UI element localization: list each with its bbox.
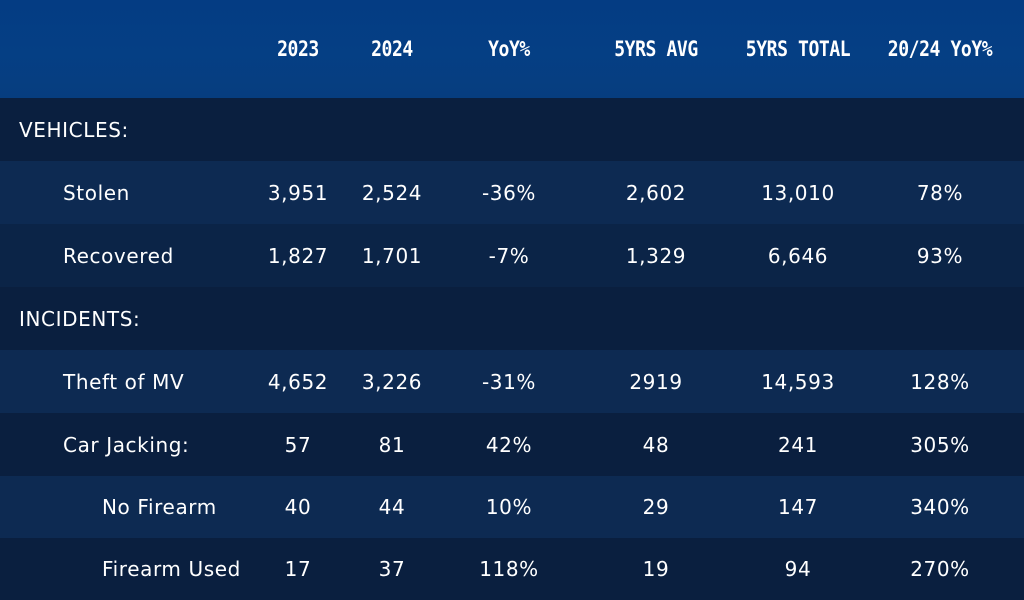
- table-header-row: 2023 2024 YoY% 5YRS AVG 5YRS TOTAL 20/24…: [0, 0, 1024, 98]
- cell-5yrs-total: 14,593: [761, 369, 835, 394]
- cell-2023: 17: [284, 557, 312, 581]
- cell-2024: 81: [378, 432, 406, 457]
- row-label: VEHICLES:: [19, 117, 129, 142]
- row-label: Recovered: [63, 243, 174, 268]
- cell-5yrs-total: 241: [778, 432, 818, 457]
- cell-20-24-yoy: 270%: [910, 557, 970, 581]
- cell-5yrs-avg: [596, 287, 716, 350]
- cell-2024: 1,701: [361, 243, 423, 268]
- cell-2024: 37: [378, 557, 406, 581]
- cell-yoy: [466, 287, 552, 350]
- section-row-vehicles: VEHICLES:: [0, 98, 1024, 161]
- cell-yoy: -7%: [488, 243, 530, 268]
- cell-5yrs-total: 147: [778, 495, 818, 519]
- column-header-20-24-yoy: 20/24 YoY%: [887, 37, 993, 61]
- cell-2023: 1,827: [267, 243, 329, 268]
- cell-yoy: 118%: [479, 557, 539, 581]
- cell-5yrs-total: 94: [784, 557, 812, 581]
- column-header-5yrs-avg: 5YRS AVG: [614, 37, 698, 61]
- table-row-theft-of-mv: Theft of MV 4,652 3,226 -31% 2919 14,593…: [0, 350, 1024, 413]
- cell-2024: 2,524: [361, 180, 423, 205]
- row-label: Firearm Used: [102, 557, 241, 581]
- cell-5yrs-avg: 48: [642, 432, 670, 457]
- cell-2024: 44: [378, 495, 406, 519]
- cell-20-24-yoy: 305%: [910, 432, 970, 457]
- section-row-incidents: INCIDENTS:: [0, 287, 1024, 350]
- cell-5yrs-avg: 2,602: [625, 180, 687, 205]
- cell-20-24-yoy: 340%: [910, 495, 970, 519]
- cell-yoy: [466, 98, 552, 161]
- cell-20-24-yoy: [870, 98, 1010, 161]
- cell-2023: 4,652: [267, 369, 329, 394]
- row-label: No Firearm: [102, 495, 217, 519]
- cell-yoy: 42%: [485, 432, 533, 457]
- row-label: Stolen: [63, 180, 130, 205]
- column-header-2023: 2023: [277, 37, 319, 61]
- cell-20-24-yoy: [870, 287, 1010, 350]
- cell-2024: 3,226: [361, 369, 423, 394]
- cell-5yrs-avg: 19: [642, 557, 670, 581]
- cell-2024: [352, 98, 432, 161]
- table-row-recovered: Recovered 1,827 1,701 -7% 1,329 6,646 93…: [0, 224, 1024, 287]
- row-label: INCIDENTS:: [19, 306, 141, 331]
- row-label: Theft of MV: [63, 369, 185, 394]
- cell-20-24-yoy: 128%: [910, 369, 970, 394]
- column-header-2024: 2024: [371, 37, 413, 61]
- cell-5yrs-avg: 1,329: [625, 243, 687, 268]
- cell-yoy: -36%: [481, 180, 537, 205]
- cell-2023: 40: [284, 495, 312, 519]
- row-label: Car Jacking:: [63, 432, 190, 457]
- cell-yoy: -31%: [481, 369, 537, 394]
- cell-5yrs-total: 13,010: [761, 180, 835, 205]
- cell-20-24-yoy: 78%: [916, 180, 964, 205]
- cell-5yrs-total: [730, 98, 866, 161]
- cell-2023: 3,951: [267, 180, 329, 205]
- table-row-firearm-used: Firearm Used 17 37 118% 19 94 270%: [0, 538, 1024, 600]
- table-row-stolen: Stolen 3,951 2,524 -36% 2,602 13,010 78%: [0, 161, 1024, 224]
- cell-2023: [258, 287, 338, 350]
- cell-20-24-yoy: 93%: [916, 243, 964, 268]
- column-header-5yrs-total: 5YRS TOTAL: [745, 37, 851, 61]
- cell-2023: 57: [284, 432, 312, 457]
- cell-5yrs-avg: 29: [642, 495, 670, 519]
- cell-5yrs-avg: 2919: [629, 369, 683, 394]
- cell-5yrs-avg: [596, 98, 716, 161]
- column-header-yoy: YoY%: [488, 37, 530, 61]
- table-row-car-jacking: Car Jacking: 57 81 42% 48 241 305%: [0, 413, 1024, 476]
- table-row-no-firearm: No Firearm 40 44 10% 29 147 340%: [0, 476, 1024, 538]
- cell-5yrs-total: 6,646: [767, 243, 829, 268]
- cell-2023: [258, 98, 338, 161]
- cell-5yrs-total: [730, 287, 866, 350]
- cell-2024: [352, 287, 432, 350]
- cell-yoy: 10%: [485, 495, 533, 519]
